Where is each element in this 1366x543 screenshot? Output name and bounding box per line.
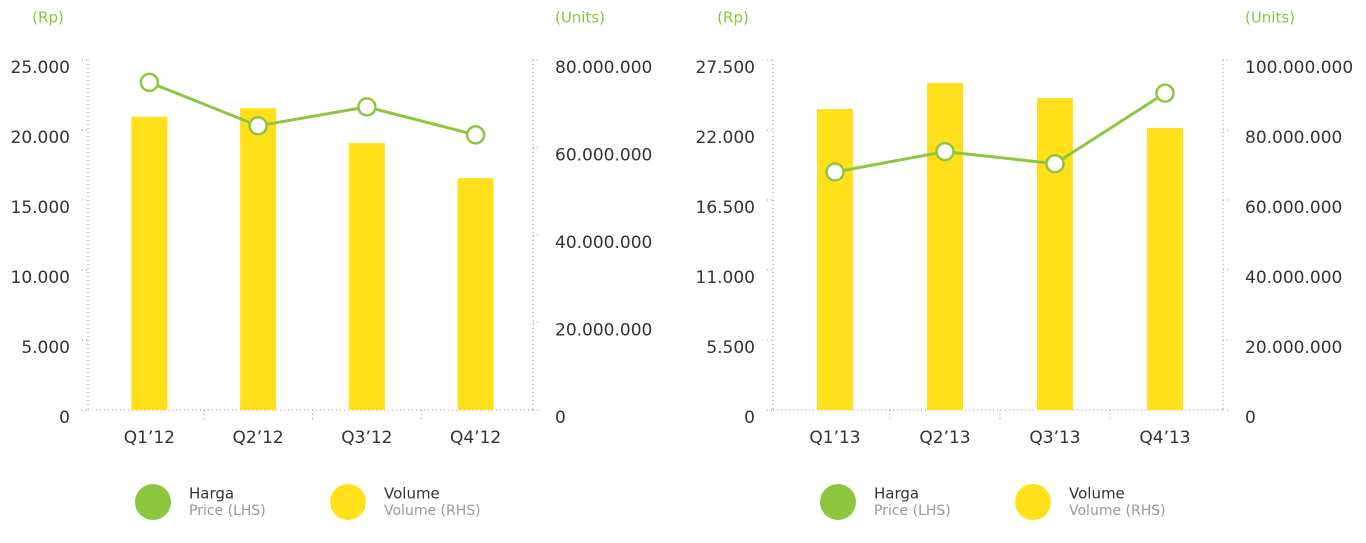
line-marker: [465, 125, 486, 145]
legend-label: Volume: [1069, 485, 1125, 503]
x-tick-label: Q3’12: [341, 428, 392, 448]
bar: [927, 83, 963, 410]
y2-tick-label: 80.000.000: [555, 58, 652, 78]
y2-tick-label: 60.000.000: [1245, 198, 1342, 218]
bar: [240, 108, 277, 410]
line-marker: [1155, 83, 1175, 103]
x-tick-label: Q2’12: [233, 428, 284, 448]
bar: [1147, 127, 1183, 411]
y2-tick-label: 0: [555, 408, 566, 428]
y-tick-label: 11.000: [696, 268, 755, 288]
x-tick-label: Q4’13: [1139, 428, 1190, 448]
y-tick-label: 25.000: [11, 58, 70, 78]
y-tick-label: 0: [744, 408, 755, 428]
legend-label: Harga: [189, 485, 234, 503]
y2-tick-label: 40.000.000: [555, 233, 652, 253]
legend-swatch: [330, 484, 366, 520]
y2-tick-label: 60.000.000: [555, 146, 652, 166]
y2-tick-label: 100.000.000: [1245, 58, 1353, 78]
x-tick-label: Q1’12: [124, 428, 175, 448]
x-tick-label: Q1’13: [809, 428, 860, 448]
line-marker: [825, 162, 845, 182]
bar: [348, 143, 385, 410]
x-tick-label: Q4’12: [450, 428, 501, 448]
line-marker: [139, 72, 160, 93]
y2-tick-label: 20.000.000: [555, 321, 652, 341]
x-tick-label: Q2’13: [919, 428, 970, 448]
line-marker: [935, 141, 955, 162]
legend-label: Volume: [384, 485, 440, 503]
y-tick-label: 27.500: [696, 58, 755, 78]
y-tick-label: 20.000: [11, 128, 70, 148]
legend-sublabel: Price (LHS): [189, 503, 266, 519]
y-tick-label: 0: [59, 408, 70, 428]
bar: [131, 116, 168, 410]
y2-axis-label: (Units): [555, 9, 605, 27]
legend-sublabel: Volume (RHS): [1069, 503, 1166, 519]
y2-tick-label: 20.000.000: [1245, 338, 1342, 358]
y2-tick-label: 40.000.000: [1245, 268, 1342, 288]
y2-tick-label: 80.000.000: [1245, 128, 1342, 148]
y2-tick-label: 0: [1245, 408, 1256, 428]
y-tick-label: 5.000: [21, 338, 70, 358]
legend-swatch: [820, 484, 856, 520]
legend-swatch: [1015, 484, 1051, 520]
x-tick-label: Q3’13: [1029, 428, 1080, 448]
y-tick-label: 15.000: [11, 198, 70, 218]
y-axis-label: (Rp): [32, 9, 64, 27]
y-tick-label: 5.500: [706, 338, 755, 358]
y-tick-label: 16.500: [696, 198, 755, 218]
line: [148, 81, 476, 137]
legend-label: Harga: [874, 485, 919, 503]
line: [834, 91, 1166, 174]
legend-swatch: [135, 484, 171, 520]
legend-sublabel: Volume (RHS): [384, 503, 481, 519]
y-axis-label: (Rp): [717, 9, 749, 27]
y2-axis-label: (Units): [1245, 9, 1295, 27]
bar: [457, 178, 494, 410]
line-marker: [1045, 153, 1065, 174]
bar: [1037, 98, 1073, 411]
line-marker: [357, 97, 377, 117]
y-tick-label: 10.000: [11, 268, 70, 288]
bar: [817, 109, 853, 410]
legend-sublabel: Price (LHS): [874, 503, 951, 519]
y-tick-label: 22.000: [696, 128, 755, 148]
line-marker: [248, 116, 268, 136]
